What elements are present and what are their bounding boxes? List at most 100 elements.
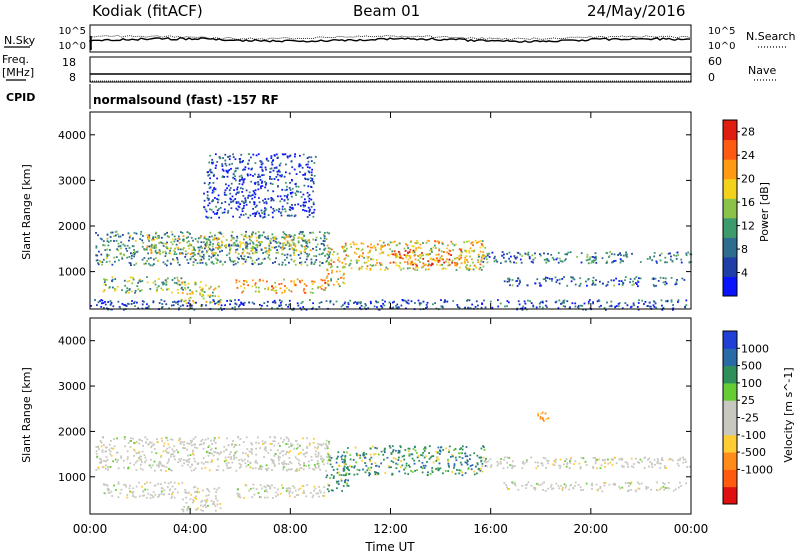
- vel-cell: [202, 489, 204, 492]
- power-cell: [441, 268, 444, 270]
- power-cell: [538, 282, 541, 285]
- power-cell: [239, 241, 241, 243]
- power-cell: [122, 243, 125, 246]
- vel-cell: [273, 455, 276, 457]
- power-cell: [201, 295, 203, 298]
- vel-cell: [113, 438, 115, 440]
- power-cell: [173, 235, 176, 238]
- power-cell: [286, 214, 289, 217]
- power-cell: [259, 263, 262, 265]
- power-cell: [541, 306, 544, 309]
- vel-cell: [636, 481, 639, 484]
- power-cell: [298, 165, 300, 168]
- power-cell: [189, 292, 192, 295]
- power-cell: [292, 207, 294, 210]
- power-cell: [238, 258, 240, 260]
- power-cell: [274, 235, 277, 238]
- vel-cell: [413, 445, 416, 448]
- vel-cell: [362, 452, 365, 455]
- power-cell: [279, 195, 282, 198]
- power-cell: [232, 200, 234, 203]
- power-cell: [366, 265, 369, 268]
- vel-cell: [395, 467, 398, 469]
- power-cell: [463, 261, 466, 263]
- power-cell: [209, 186, 212, 189]
- power-cell: [230, 198, 232, 201]
- power-cell: [437, 259, 440, 262]
- power-cell: [147, 235, 150, 238]
- power-cell: [427, 240, 430, 242]
- power-cell: [245, 213, 247, 215]
- power-cell: [372, 264, 375, 267]
- power-cell: [621, 284, 624, 286]
- power-cell: [438, 241, 441, 244]
- power-cell: [243, 249, 245, 252]
- power-cell: [129, 262, 132, 265]
- power-cell: [298, 232, 301, 235]
- power-cell: [308, 210, 311, 212]
- power-cell: [249, 201, 251, 204]
- vel-cell: [559, 464, 562, 467]
- power-cell: [285, 287, 288, 289]
- power-cell: [269, 182, 272, 185]
- vel-cell: [126, 458, 129, 461]
- vel-cell: [367, 467, 370, 470]
- power-cell: [613, 279, 615, 282]
- vel-cell: [239, 438, 242, 440]
- power-cell: [200, 304, 203, 306]
- power-cell: [402, 267, 405, 270]
- power-cell: [133, 264, 136, 266]
- power-cell: [221, 263, 224, 266]
- time-axis: 00:00 04:00 08:00 12:00 16:00 20:00 00:00: [73, 522, 709, 536]
- vel-cell: [618, 458, 621, 461]
- power-cell: [543, 252, 545, 255]
- vel-cell: [564, 460, 567, 462]
- vel-cell: [420, 466, 423, 468]
- power-cell: [190, 236, 193, 239]
- vel-cell: [198, 443, 201, 446]
- vel-cell: [541, 417, 544, 419]
- power-cell: [454, 261, 456, 264]
- vel-cell: [208, 444, 211, 447]
- vel-cell: [464, 455, 467, 458]
- power-cell: [108, 286, 111, 288]
- vel-cell: [346, 466, 349, 468]
- vel-cell: [506, 486, 508, 489]
- vel-cell: [209, 449, 212, 451]
- vel-cell: [487, 460, 490, 463]
- vel-cell: [541, 464, 544, 467]
- power-cell: [343, 250, 345, 253]
- vel-cell: [460, 463, 463, 466]
- power-cell: [170, 247, 172, 250]
- vel-cell: [108, 448, 111, 451]
- vel-cell: [273, 444, 276, 447]
- power-cell: [477, 259, 479, 261]
- power-cell: [376, 306, 378, 309]
- power-cell: [245, 247, 247, 249]
- power-cell: [262, 199, 264, 202]
- power-cell: [207, 199, 210, 201]
- vel-cell: [600, 464, 603, 467]
- power-cell: [313, 162, 316, 164]
- power-cell: [563, 299, 566, 302]
- power-cell: [497, 305, 500, 308]
- power-cell: [315, 255, 318, 258]
- vel-cell: [490, 464, 493, 467]
- power-cell: [538, 305, 541, 308]
- power-cell: [664, 280, 667, 283]
- vel-cell: [343, 467, 345, 470]
- power-cell: [268, 254, 271, 257]
- power-cell: [273, 154, 276, 156]
- vel-cell: [275, 495, 277, 498]
- power-cell: [194, 259, 197, 262]
- power-cell: [555, 281, 558, 283]
- vel-cell: [506, 456, 509, 459]
- power-cell: [234, 302, 237, 305]
- power-cell: [216, 198, 218, 200]
- vel-cell: [316, 462, 319, 465]
- vel-cell: [287, 463, 290, 466]
- power-cell: [458, 266, 461, 269]
- vel-cell: [608, 483, 611, 486]
- power-cell: [429, 258, 432, 260]
- power-cell: [219, 157, 221, 160]
